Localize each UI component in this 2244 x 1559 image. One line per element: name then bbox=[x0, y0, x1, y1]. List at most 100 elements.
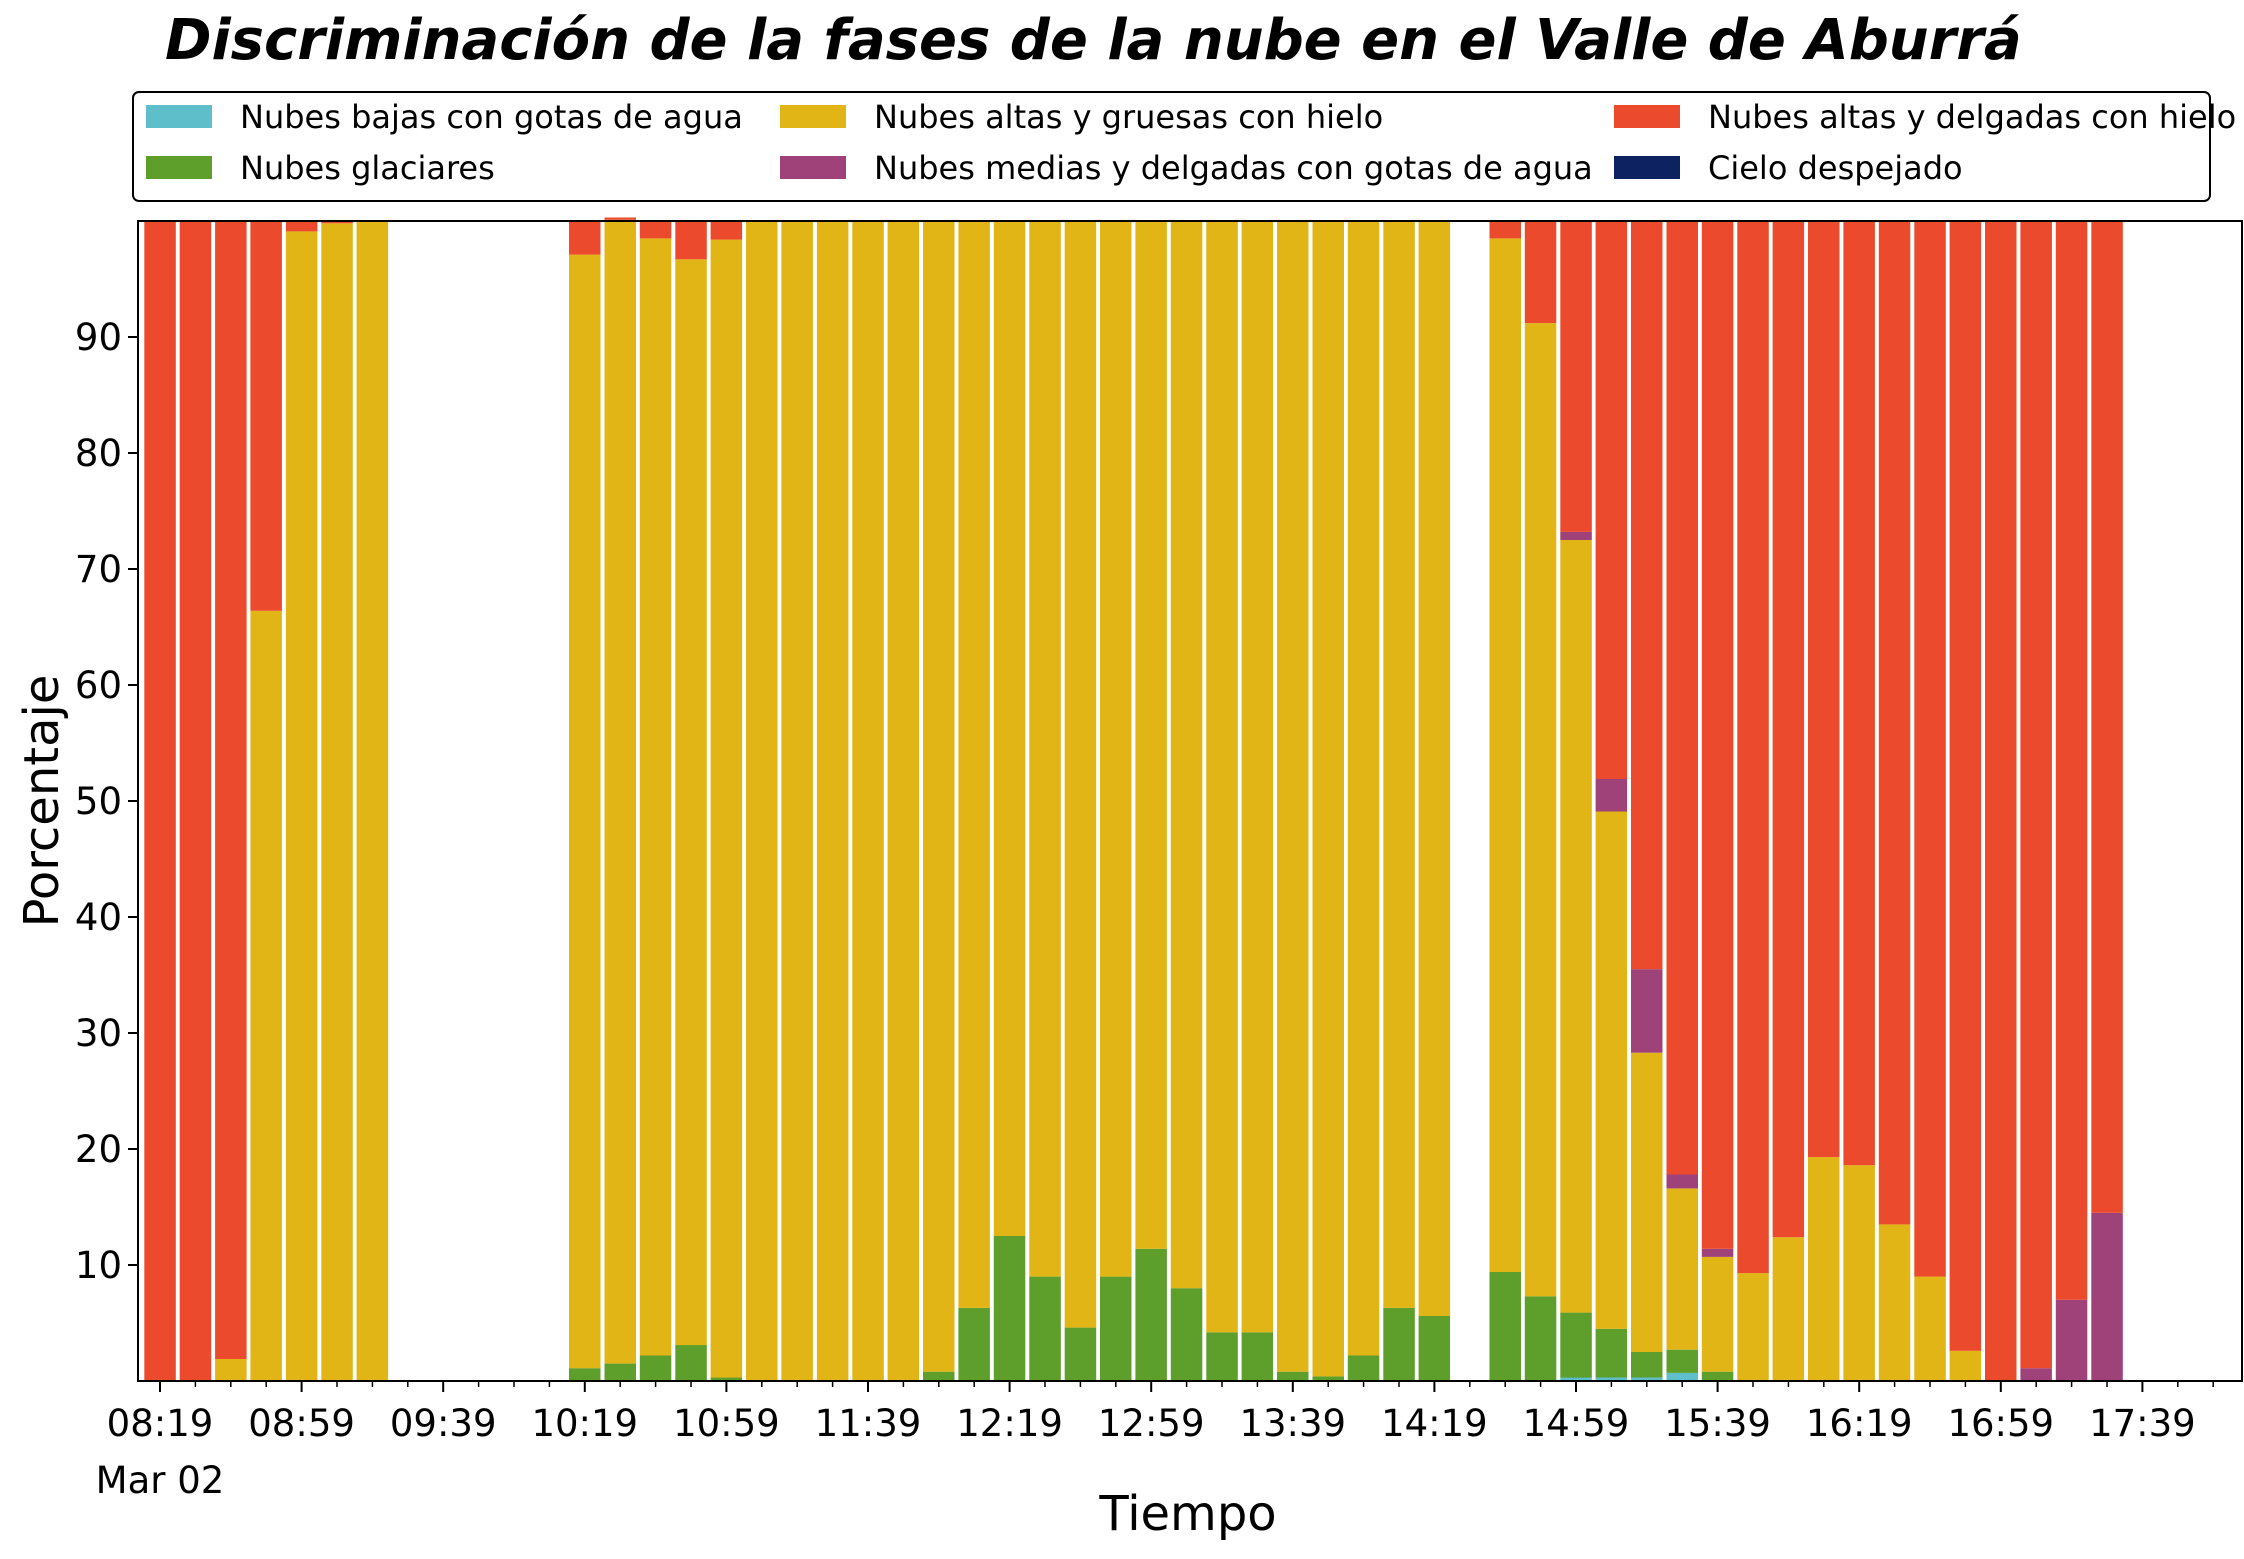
bar-segment-2 bbox=[1418, 221, 1451, 1316]
bar-segment-1 bbox=[1312, 1376, 1344, 1381]
bar-segment-4 bbox=[1631, 221, 1663, 970]
bar-segment-2 bbox=[1701, 1256, 1734, 1372]
bar-segment-2 bbox=[1808, 1157, 1840, 1381]
bar-segment-4 bbox=[1489, 221, 1521, 239]
bar-segment-2 bbox=[958, 221, 990, 1308]
bar-segment-2 bbox=[1560, 540, 1592, 1313]
bar-segment-3 bbox=[2020, 1368, 2052, 1381]
legend-item: Nubes glaciares bbox=[146, 149, 495, 187]
bar-segment-4 bbox=[179, 221, 212, 1381]
x-tick-label: 16:59 bbox=[1947, 1402, 2054, 1445]
bar-segment-4 bbox=[1666, 221, 1698, 1175]
bar-segment-1 bbox=[1631, 1352, 1663, 1378]
bar-segment-3 bbox=[1560, 531, 1592, 540]
bar-segment-2 bbox=[1666, 1188, 1698, 1350]
x-date-label: Mar 02 bbox=[96, 1459, 225, 1502]
x-tick-label: 11:39 bbox=[815, 1402, 922, 1445]
bar-segment-4 bbox=[1878, 221, 1911, 1225]
bar-segment-2 bbox=[1595, 811, 1628, 1329]
legend-label: Cielo despejado bbox=[1708, 149, 1963, 187]
bar-segment-1 bbox=[1029, 1276, 1061, 1381]
bar-segment-2 bbox=[1206, 221, 1238, 1333]
bar-segment-4 bbox=[250, 221, 282, 611]
bar-segment-2 bbox=[285, 231, 318, 1381]
x-tick-label: 14:59 bbox=[1523, 1402, 1630, 1445]
y-tick-label: 30 bbox=[75, 1012, 122, 1055]
bar-segment-4 bbox=[1843, 221, 1875, 1166]
bar-segment-1 bbox=[1100, 1276, 1132, 1381]
bar-segment-1 bbox=[1418, 1316, 1451, 1381]
legend-label: Nubes glaciares bbox=[240, 149, 495, 187]
bar-segment-2 bbox=[1170, 221, 1203, 1289]
y-axis: 10 20 30 40 50 60 70 80 90 bbox=[75, 316, 138, 1287]
y-axis-label: Porcentaje bbox=[14, 675, 70, 928]
bar-segment-2 bbox=[1135, 221, 1167, 1249]
x-tick-label: 09:39 bbox=[390, 1402, 497, 1445]
x-tick-label: 10:59 bbox=[673, 1402, 780, 1445]
bar-segment-1 bbox=[1064, 1327, 1097, 1381]
bar-segment-2 bbox=[321, 223, 353, 1381]
x-tick-label: 13:39 bbox=[1239, 1402, 1346, 1445]
y-tick-label: 20 bbox=[75, 1128, 122, 1171]
bar-segment-2 bbox=[746, 221, 778, 1381]
bar-segment-2 bbox=[1347, 221, 1380, 1356]
x-tick-label: 12:19 bbox=[956, 1402, 1063, 1445]
bar-segment-1 bbox=[1383, 1307, 1415, 1381]
legend-swatch bbox=[1614, 105, 1680, 128]
bar-segment-2 bbox=[675, 259, 707, 1346]
legend: Nubes bajas con gotas de agua Nubes altas… bbox=[132, 91, 2236, 202]
bar-segment-0 bbox=[1631, 1377, 1663, 1381]
bar-segment-4 bbox=[1701, 221, 1734, 1249]
bar-segment-4 bbox=[2091, 221, 2123, 1213]
legend-item: Nubes altas y gruesas con hielo bbox=[780, 98, 1383, 136]
legend-item: Cielo despejado bbox=[1614, 149, 1963, 187]
bar-segment-3 bbox=[1595, 779, 1628, 812]
bar-segment-0 bbox=[1666, 1372, 1698, 1381]
bars-group bbox=[144, 217, 2123, 1381]
x-tick-label: 12:59 bbox=[1098, 1402, 1205, 1445]
bar-segment-1 bbox=[1560, 1312, 1592, 1378]
bar-segment-3 bbox=[2055, 1299, 2088, 1381]
bar-segment-4 bbox=[144, 221, 176, 1381]
bar-segment-2 bbox=[1277, 221, 1309, 1372]
bar-segment-1 bbox=[1701, 1371, 1734, 1381]
bar-segment-2 bbox=[923, 221, 955, 1372]
y-tick-label: 70 bbox=[75, 548, 122, 591]
bar-segment-0 bbox=[1560, 1377, 1592, 1381]
bar-segment-1 bbox=[710, 1377, 743, 1381]
bar-segment-2 bbox=[1949, 1350, 1982, 1381]
bar-segment-1 bbox=[958, 1307, 990, 1381]
bar-segment-2 bbox=[1383, 221, 1415, 1308]
bar-segment-1 bbox=[1347, 1355, 1380, 1381]
plot-frame bbox=[137, 220, 2243, 1382]
bar-segment-2 bbox=[639, 238, 672, 1356]
bar-segment-1 bbox=[1489, 1272, 1521, 1381]
bar-segment-2 bbox=[1100, 221, 1132, 1277]
bar-segment-2 bbox=[1029, 221, 1061, 1277]
bar-segment-4 bbox=[569, 221, 601, 255]
x-axis-label: Tiempo bbox=[1098, 1486, 1276, 1542]
bar-segment-2 bbox=[1524, 323, 1557, 1297]
bar-segment-2 bbox=[250, 610, 282, 1381]
bar-segment-4 bbox=[1772, 221, 1805, 1238]
legend-swatch bbox=[1614, 156, 1680, 179]
bar-segment-2 bbox=[1241, 221, 1274, 1333]
legend-item: Nubes bajas con gotas de agua bbox=[146, 98, 743, 136]
x-tick-label: 08:59 bbox=[248, 1402, 355, 1445]
y-tick-label: 50 bbox=[75, 780, 122, 823]
bar-segment-2 bbox=[1489, 238, 1521, 1272]
y-tick-label: 10 bbox=[75, 1244, 122, 1287]
bar-segment-2 bbox=[816, 221, 849, 1381]
y-tick-label: 80 bbox=[75, 432, 122, 475]
bar-segment-1 bbox=[569, 1368, 601, 1381]
bar-segment-1 bbox=[604, 1363, 636, 1381]
bar-segment-1 bbox=[639, 1355, 672, 1381]
bar-segment-4 bbox=[2020, 221, 2052, 1369]
legend-label: Nubes altas y gruesas con hielo bbox=[874, 98, 1383, 136]
bar-segment-1 bbox=[675, 1345, 707, 1381]
bar-segment-2 bbox=[604, 219, 636, 1364]
bar-segment-4 bbox=[675, 221, 707, 260]
bar-segment-2 bbox=[1843, 1165, 1875, 1381]
bar-segment-1 bbox=[1277, 1371, 1309, 1381]
